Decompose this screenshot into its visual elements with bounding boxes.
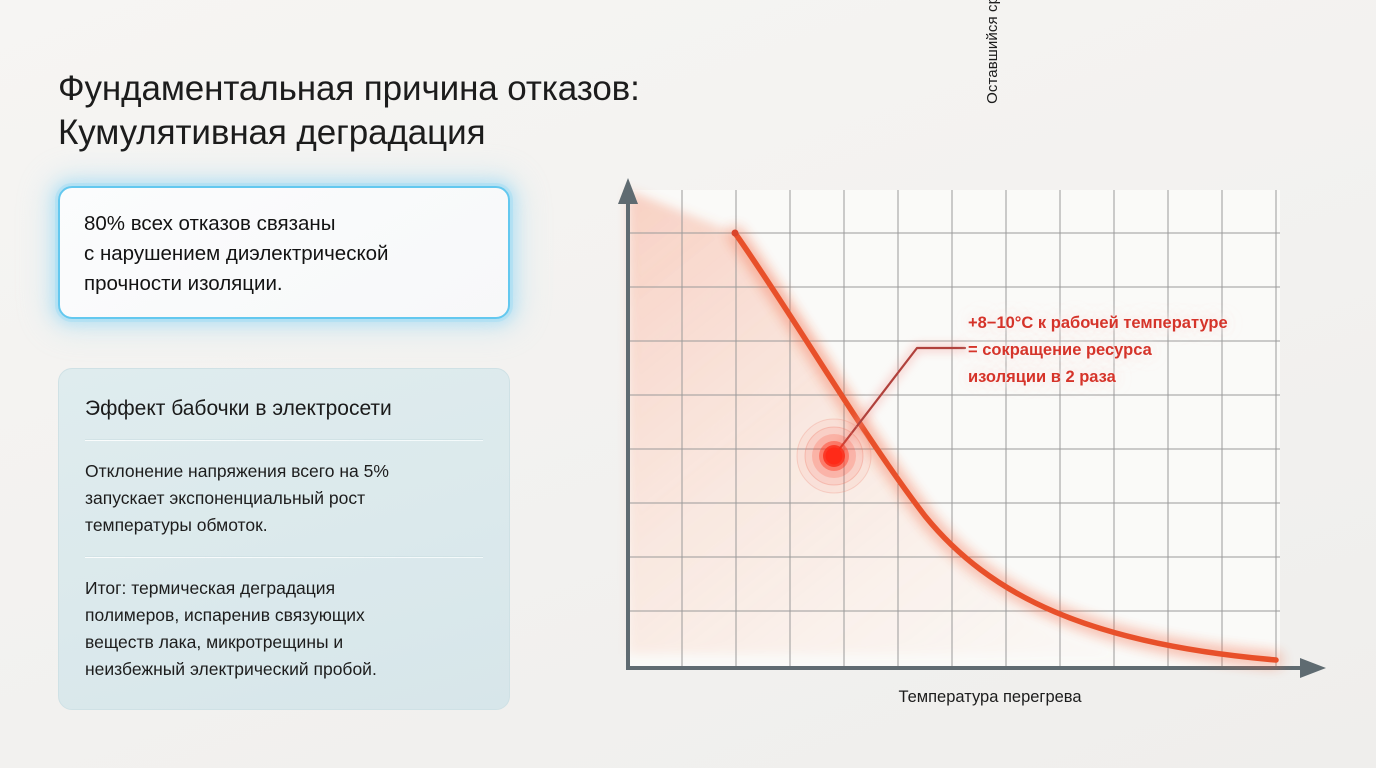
chart-svg [618, 178, 1326, 678]
critical-point-dot [825, 447, 843, 465]
card-divider-top [85, 439, 483, 441]
x-axis-label: Температура перегрева [898, 688, 1082, 706]
info-card-paragraph-1: Отклонение напряжения всего на 5% запуск… [85, 461, 389, 535]
decay-curve [732, 230, 1279, 663]
left-column: 80% всех отказов связаны с нарушением ди… [58, 186, 510, 319]
heat-shading [628, 190, 1120, 654]
annotation-leader-line [831, 345, 968, 459]
curve-start-dot [731, 229, 739, 237]
chart: Оставшийся срок службы изоляции Температ… [560, 0, 1360, 728]
callout-text: 80% всех отказов связаны с нарушением ди… [84, 212, 389, 295]
info-card: Эффект бабочки в электросети Отклонение … [58, 368, 510, 710]
grid-horizontal [628, 232, 1280, 612]
highlight-callout-box: 80% всех отказов связаны с нарушением ди… [58, 186, 510, 319]
y-axis-label: Оставшийся срок службы изоляции [984, 0, 1001, 188]
page-title: Фундаментальная причина отказов: Кумулят… [58, 69, 640, 153]
x-axis-arrow [1300, 658, 1326, 678]
chart-annotation-text: +8−10°C к рабочей температуре = сокращен… [968, 314, 1228, 386]
y-axis-arrow [618, 178, 638, 204]
card-divider-bottom [85, 556, 483, 558]
info-card-paragraph-2: Итог: термическая деградация полимеров, … [85, 578, 377, 679]
info-card-title: Эффект бабочки в электросети [85, 397, 392, 420]
critical-point-marker [796, 418, 872, 494]
grid-vertical [681, 190, 1277, 668]
